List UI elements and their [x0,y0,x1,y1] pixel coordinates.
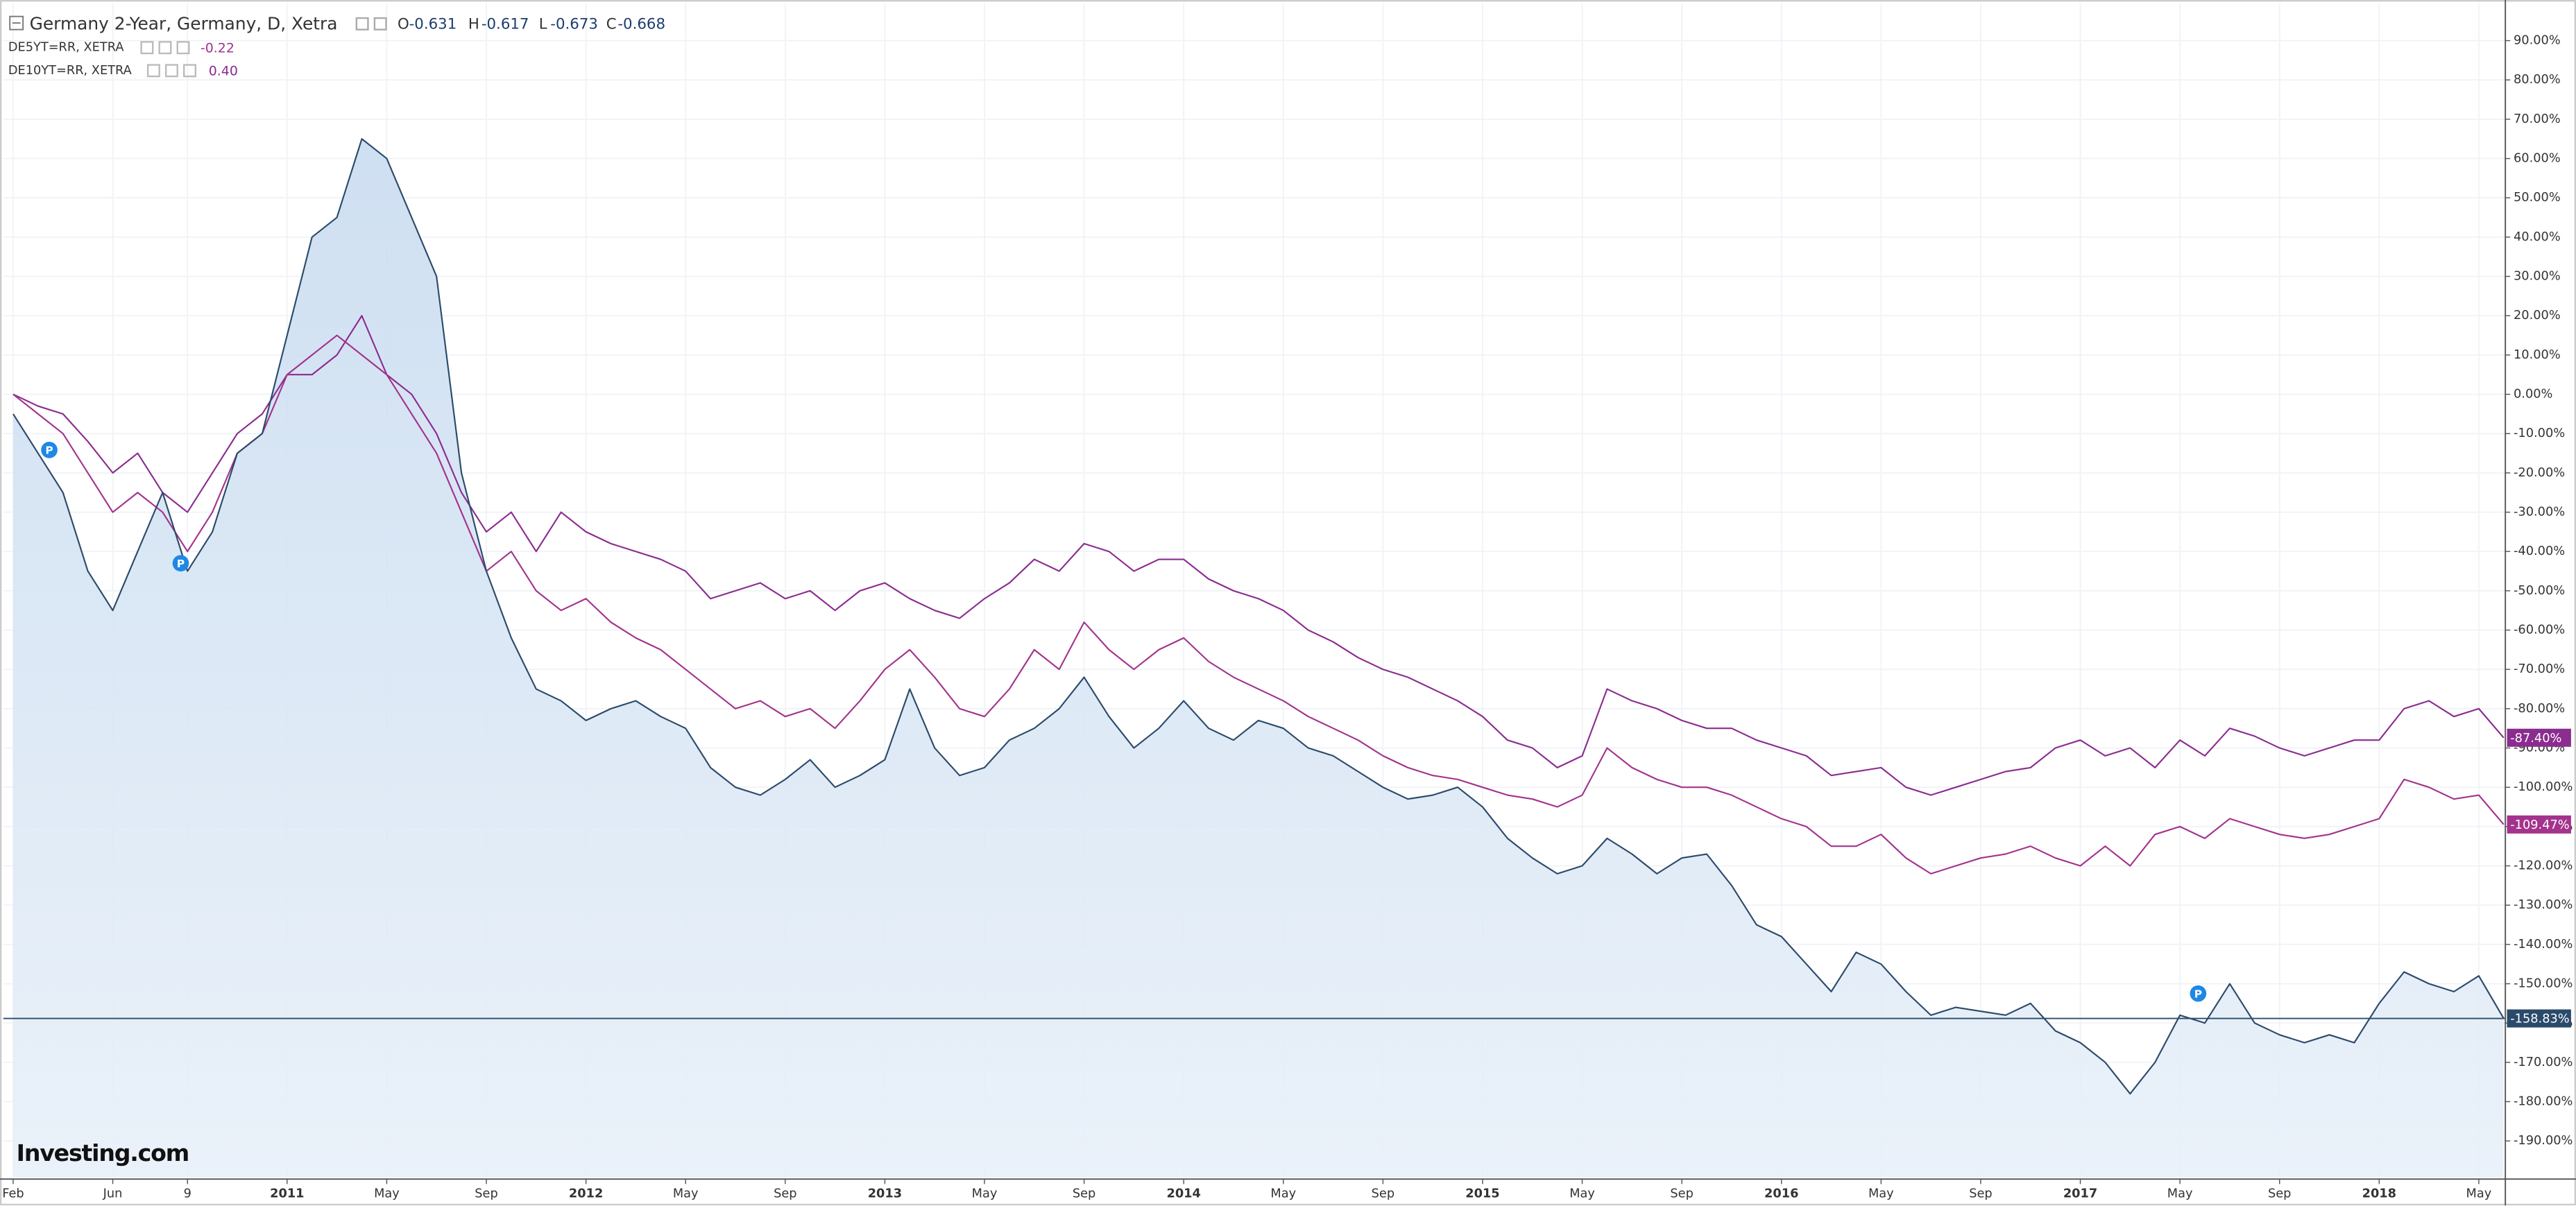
y-tick-label: -120.00% [2514,859,2573,873]
icon[interactable] [355,17,369,31]
x-tick-label: Sep [1969,1187,1992,1201]
y-tick-label: -80.00% [2514,702,2565,716]
x-tick-label: 2014 [1166,1187,1200,1201]
x-tick-label: 2012 [569,1187,603,1201]
y-tick-label: -50.00% [2514,584,2565,598]
event-marker[interactable] [2190,985,2207,1002]
icon[interactable] [373,17,387,31]
x-tick-label: May [374,1187,400,1201]
x-tick-label: Sep [1372,1187,1394,1201]
x-tick-label: May [1868,1187,1894,1201]
event-marker-label: P [177,558,185,570]
event-marker-label: P [45,445,53,457]
y-tick-label: -20.00% [2514,466,2565,480]
value-label: -109.47% [2510,818,2569,832]
legend-value: -0.22 [201,40,234,55]
legend-value: 0.40 [209,64,238,79]
series-line [12,315,2505,796]
main-title: Germany 2-Year, Germany, D, Xetra [30,14,338,34]
y-tick-label: 80.00% [2514,73,2561,87]
x-tick-label: Sep [1073,1187,1095,1201]
value-label: -87.40% [2510,732,2561,746]
y-tick-label: -140.00% [2514,938,2573,951]
x-tick-label: Jun [103,1187,123,1201]
axes: 90.00%80.00%70.00%60.00%50.00%40.00%30.0… [2,34,2573,1201]
x-tick-label: Sep [774,1187,796,1201]
x-tick-label: 2015 [1465,1187,1499,1201]
event-marker-label: P [2194,988,2202,1000]
y-tick-label: 30.00% [2514,270,2561,284]
x-tick-label: 2018 [2362,1187,2396,1201]
event-markers: P P P [41,442,2207,1002]
ohlc-value: -0.631 [409,16,457,33]
y-tick-label: -10.00% [2514,427,2565,440]
x-tick-label: May [673,1187,699,1201]
y-tick-label: 20.00% [2514,309,2561,322]
series-line [12,334,2505,875]
x-tick-label: May [1569,1187,1595,1201]
y-tick-label: 10.00% [2514,348,2561,362]
icon[interactable] [158,41,172,55]
x-tick-label: 2016 [1764,1187,1798,1201]
y-tick-label: -70.00% [2514,662,2565,676]
icon[interactable] [164,64,178,78]
event-marker[interactable] [41,442,58,458]
icon[interactable] [183,64,196,78]
x-tick-label: May [972,1187,998,1201]
x-tick-label: Feb [2,1187,24,1201]
y-tick-label: -40.00% [2514,544,2565,558]
header: Germany 2-Year, Germany, D, Xetra O -0.6… [8,14,665,79]
y-tick-label: 60.00% [2514,152,2561,166]
x-tick-label: May [1270,1187,1296,1201]
value-label: -158.83% [2510,1013,2569,1026]
x-tick-label: 2011 [270,1187,304,1201]
ohlc-value: -0.617 [481,16,529,33]
y-tick-label: 50.00% [2514,191,2561,205]
y-tick-label: -100.00% [2514,780,2573,794]
plot [3,138,2506,1178]
y-tick-label: -60.00% [2514,623,2565,637]
collapse-icon[interactable] [9,15,24,31]
y-tick-label: -170.00% [2514,1056,2573,1069]
y-tick-label: -190.00% [2514,1134,2573,1148]
legend-entry: DE5YT=RR, XETRA [8,41,124,55]
icon[interactable] [140,41,154,55]
ohlc-label: O [398,16,409,33]
logo: Investing.com [17,1139,189,1166]
y-tick-label: 0.00% [2514,388,2552,402]
ohlc-value: -0.668 [617,16,665,33]
y-tick-label: -130.00% [2514,898,2573,912]
event-marker[interactable] [172,555,189,572]
y-tick-label: 40.00% [2514,230,2561,244]
x-tick-label: May [2167,1187,2193,1201]
x-tick-label: 9 [184,1187,191,1201]
y-tick-label: -180.00% [2514,1095,2573,1109]
x-tick-label: Sep [2268,1187,2291,1201]
icon[interactable] [146,64,160,78]
value-box [2507,1009,2571,1028]
y-tick-label: -30.00% [2514,506,2565,519]
area [12,139,2504,1178]
y-tick-label: -150.00% [2514,977,2573,991]
x-tick-label: 2017 [2063,1187,2097,1201]
x-tick-label: May [2466,1187,2492,1201]
value-box [2507,728,2571,747]
ohlc-label: L [539,16,547,33]
ohlc-value: -0.673 [550,16,598,33]
x-tick-label: 2013 [868,1187,902,1201]
y-tick-label: 70.00% [2514,112,2561,126]
icon[interactable] [176,41,190,55]
series-line [12,138,2505,1095]
x-tick-label: Sep [475,1187,497,1201]
ohlc-label: C [606,16,617,33]
legend-entry: DE10YT=RR, XETRA [8,64,132,78]
ohlc-label: H [468,16,479,33]
y-tick-label: 90.00% [2514,34,2561,48]
x-tick-label: Sep [1670,1187,1693,1201]
value-box [2507,815,2571,834]
